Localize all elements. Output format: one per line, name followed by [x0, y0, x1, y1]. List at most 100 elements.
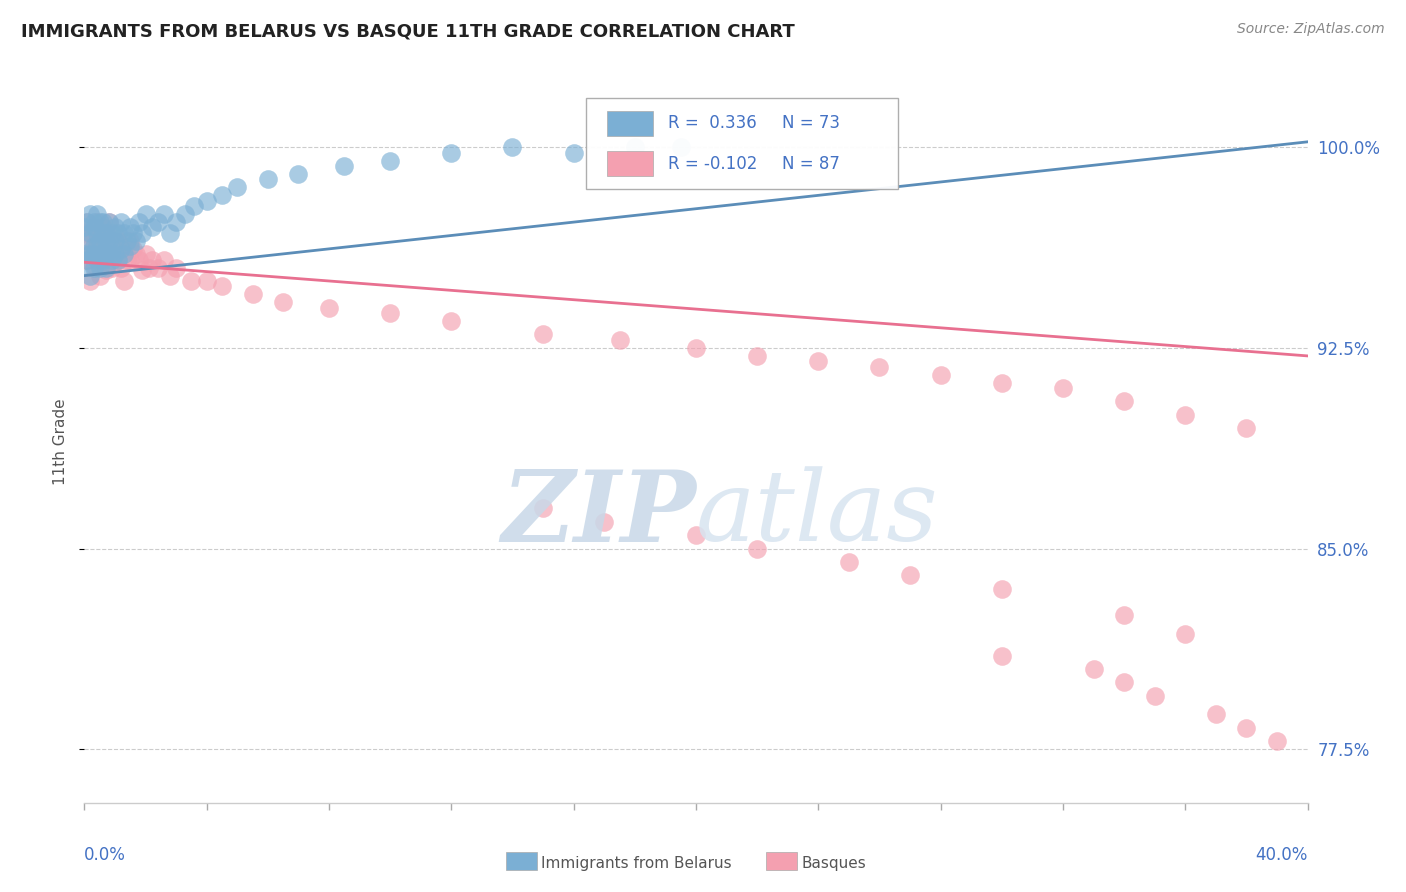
Point: [380, 153, 402, 168]
Point: [112, 242, 135, 256]
Text: 40.0%: 40.0%: [1256, 847, 1308, 864]
Point: [112, 274, 135, 288]
Point: [807, 354, 830, 368]
Text: R =  0.336: R = 0.336: [668, 114, 756, 132]
Point: [120, 252, 142, 267]
Point: [110, 242, 132, 256]
Point: [211, 279, 233, 293]
Point: [94, 260, 117, 275]
Point: [86, 234, 108, 248]
Point: [141, 220, 163, 235]
Point: [91, 239, 114, 253]
Point: [991, 648, 1014, 663]
Point: [318, 301, 340, 315]
Point: [242, 287, 264, 301]
Point: [94, 226, 117, 240]
Point: [1236, 721, 1258, 735]
Point: [91, 247, 114, 261]
Point: [91, 226, 114, 240]
Point: [89, 268, 111, 283]
Point: [97, 215, 120, 229]
Point: [89, 247, 111, 261]
Point: [380, 306, 402, 320]
Point: [89, 234, 111, 248]
Point: [1265, 734, 1288, 748]
Point: [94, 247, 117, 261]
Point: [125, 234, 148, 248]
Point: [86, 215, 108, 229]
Point: [101, 260, 124, 275]
Point: [593, 515, 616, 529]
Point: [153, 252, 176, 267]
Point: [83, 239, 105, 253]
Point: [120, 234, 142, 248]
Point: [531, 501, 554, 516]
Point: [153, 207, 176, 221]
Point: [94, 234, 117, 248]
Point: [79, 247, 101, 261]
Point: [180, 274, 202, 288]
Point: [104, 247, 127, 261]
Point: [91, 220, 114, 235]
Point: [104, 226, 127, 240]
Point: [73, 226, 96, 240]
Point: [128, 215, 150, 229]
Point: [174, 207, 197, 221]
Point: [1205, 707, 1227, 722]
Point: [110, 247, 132, 261]
Point: [94, 263, 117, 277]
Point: [211, 188, 233, 202]
Text: N = 87: N = 87: [782, 154, 839, 173]
Point: [1052, 381, 1074, 395]
Point: [86, 252, 108, 267]
Point: [76, 234, 98, 248]
Point: [86, 239, 108, 253]
Point: [89, 247, 111, 261]
Point: [73, 220, 96, 235]
Point: [97, 215, 120, 229]
Point: [107, 234, 129, 248]
Point: [333, 159, 356, 173]
Point: [131, 263, 153, 277]
Point: [83, 260, 105, 275]
Point: [83, 220, 105, 235]
Point: [83, 258, 105, 272]
Point: [107, 252, 129, 267]
Point: [83, 239, 105, 253]
Point: [91, 252, 114, 267]
Point: [91, 215, 114, 229]
Point: [101, 242, 124, 256]
Bar: [606, 151, 654, 177]
Point: [929, 368, 952, 382]
Point: [89, 252, 111, 267]
Point: [76, 215, 98, 229]
Point: [502, 140, 524, 154]
Point: [138, 260, 160, 275]
Point: [685, 341, 707, 355]
Point: [1083, 662, 1105, 676]
Point: [79, 247, 101, 261]
Point: [83, 252, 105, 267]
Point: [1236, 421, 1258, 435]
Point: [195, 194, 218, 208]
Text: Basques: Basques: [801, 856, 866, 871]
Text: 0.0%: 0.0%: [84, 847, 127, 864]
Point: [115, 234, 138, 248]
Point: [104, 234, 127, 248]
Point: [991, 582, 1014, 596]
Text: IMMIGRANTS FROM BELARUS VS BASQUE 11TH GRADE CORRELATION CHART: IMMIGRANTS FROM BELARUS VS BASQUE 11TH G…: [21, 22, 794, 40]
Point: [562, 145, 585, 160]
Point: [195, 274, 218, 288]
Bar: [606, 111, 654, 136]
Point: [104, 242, 127, 256]
Point: [159, 268, 181, 283]
Point: [112, 247, 135, 261]
Point: [226, 180, 249, 194]
Point: [135, 247, 157, 261]
Point: [76, 252, 98, 267]
Point: [869, 359, 891, 374]
Point: [110, 215, 132, 229]
Point: [101, 247, 124, 261]
Point: [79, 226, 101, 240]
Point: [86, 207, 108, 221]
